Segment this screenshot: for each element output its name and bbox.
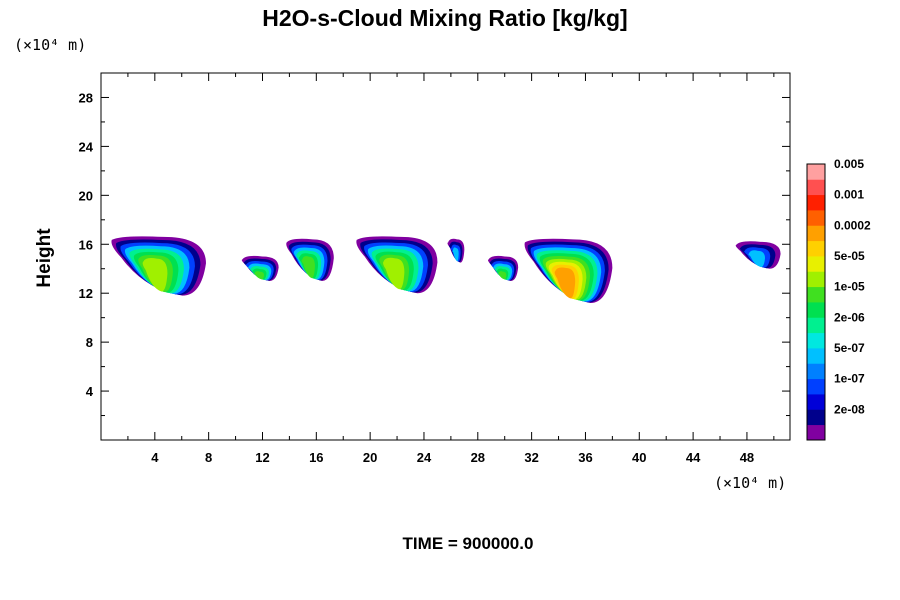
- contour-level-10: [383, 257, 405, 290]
- x-tick-label: 20: [363, 450, 377, 465]
- cloud-6: [487, 255, 519, 281]
- colorbar-band: [807, 240, 825, 257]
- colorbar-label: 2e-06: [834, 310, 865, 324]
- x-tick-label: 32: [524, 450, 538, 465]
- y-tick-label: 24: [79, 139, 94, 154]
- y-tick-label: 8: [86, 335, 93, 350]
- cloud-4: [356, 236, 438, 294]
- colorbar-band: [807, 363, 825, 380]
- colorbar-band: [807, 225, 825, 242]
- x-tick-label: 40: [632, 450, 646, 465]
- colorbar-band: [807, 409, 825, 426]
- plot-background: [101, 73, 790, 440]
- x-axis-ticks: 4 8 12 16 20 24 28 32 36 40 44 48: [127, 73, 775, 465]
- colorbar-band: [807, 164, 825, 180]
- colorbar-band: [807, 302, 825, 318]
- colorbar-band: [807, 179, 825, 196]
- y-tick-label: 28: [79, 90, 93, 105]
- y-tick-label: 20: [79, 188, 93, 203]
- x-tick-label: 24: [417, 450, 432, 465]
- x-tick-label: 16: [309, 450, 323, 465]
- contour-level-5: [451, 247, 459, 262]
- cloud-7: [524, 238, 613, 303]
- colorbar-label: 2e-08: [834, 402, 865, 416]
- y-axis-title: Height: [34, 228, 55, 288]
- colorbar-band: [807, 210, 825, 226]
- cloud-1: [111, 236, 206, 296]
- colorbar-band: [807, 378, 825, 395]
- colorbar: 2e-08 1e-07 5e-07 2e-06 1e-05 5e-05 0.0002 0.00…: [806, 157, 871, 441]
- colorbar-label: 5e-05: [834, 249, 865, 263]
- cloud-3: [286, 238, 334, 281]
- colorbar-label: 0.001: [834, 188, 864, 202]
- y-tick-label: 16: [79, 237, 93, 252]
- x-tick-label: 8: [205, 450, 212, 465]
- cloud-5: [447, 238, 465, 263]
- colorbar-label: 0.005: [834, 157, 864, 171]
- x-tick-label: 44: [686, 450, 701, 465]
- cloud-8: [735, 241, 781, 269]
- colorbar-band: [807, 271, 825, 288]
- cloud-2: [241, 255, 279, 281]
- chart-title: H2O-s-Cloud Mixing Ratio [kg/kg]: [262, 5, 627, 31]
- contour-level-10: [142, 258, 168, 292]
- x-axis-unit: (×10⁴ m): [714, 474, 786, 492]
- y-tick-label: 4: [86, 384, 94, 399]
- colorbar-band: [807, 332, 825, 349]
- contour-level-9: [253, 271, 265, 280]
- cloud-contours: [111, 236, 781, 303]
- time-label: TIME = 900000.0: [403, 534, 534, 553]
- colorbar-band: [807, 424, 825, 441]
- colorbar-band: [807, 317, 825, 334]
- colorbar-band: [807, 256, 825, 272]
- colorbar-band: [807, 394, 825, 410]
- x-tick-label: 28: [471, 450, 485, 465]
- colorbar-label: 1e-07: [834, 372, 865, 386]
- x-tick-label: 4: [151, 450, 159, 465]
- x-tick-label: 36: [578, 450, 592, 465]
- y-tick-label: 12: [79, 286, 93, 301]
- contour-level-5: [748, 250, 766, 268]
- x-tick-label: 12: [255, 450, 269, 465]
- colorbar-band: [807, 286, 825, 303]
- x-tick-label: 48: [740, 450, 754, 465]
- colorbar-label: 5e-07: [834, 341, 865, 355]
- plot-frame: [100, 72, 791, 441]
- colorbar-band: [807, 194, 825, 211]
- y-axis-ticks: 4 8 12 16 20 24 28: [79, 90, 790, 417]
- colorbar-label: 0.0002: [834, 218, 871, 232]
- colorbar-label: 1e-05: [834, 280, 865, 294]
- contour-level-9: [497, 271, 507, 280]
- colorbar-band: [807, 348, 825, 364]
- contour-level-13: [554, 267, 576, 299]
- contour-level-9: [301, 256, 315, 279]
- y-axis-unit: (×10⁴ m): [14, 36, 86, 54]
- colorbar-frame: [806, 163, 826, 441]
